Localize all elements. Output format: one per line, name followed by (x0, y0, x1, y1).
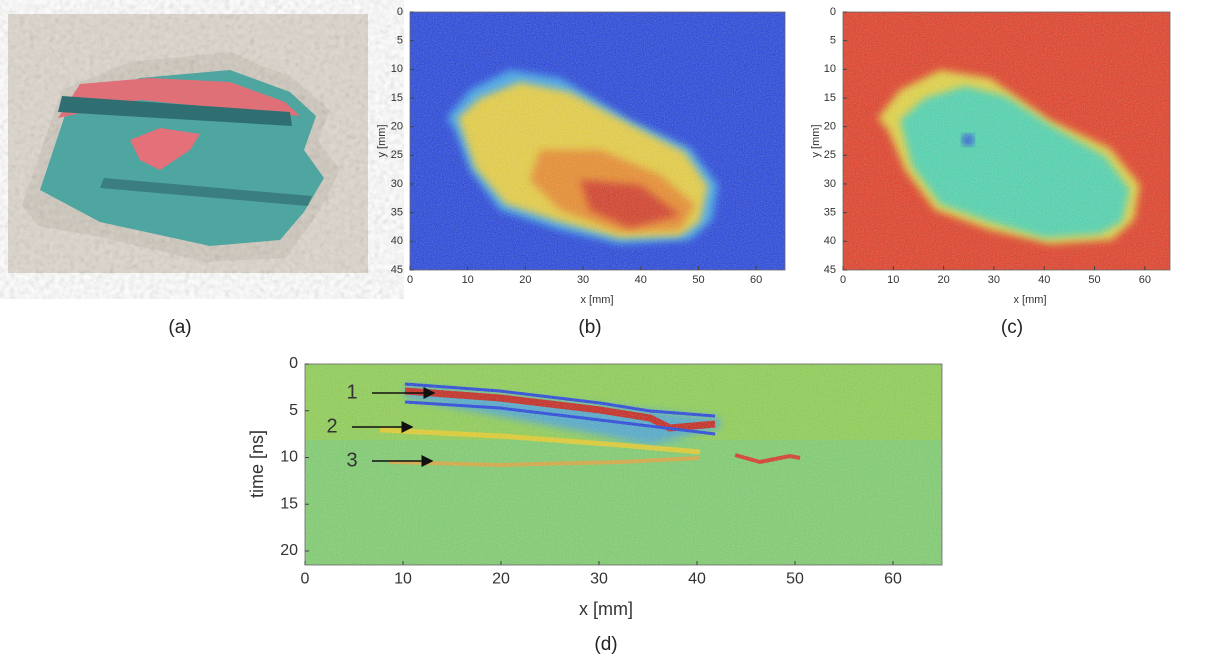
x-tick-label: 0 (301, 571, 310, 588)
x-tick-label: 30 (988, 274, 1000, 286)
y-tick-label: 35 (824, 207, 836, 219)
x-tick-label: 60 (884, 571, 902, 588)
y-tick-label: 10 (280, 449, 298, 466)
y-tick-label: 15 (280, 495, 298, 512)
photo (8, 14, 368, 273)
y-tick-label: 25 (824, 149, 836, 161)
panel-label: (b) (578, 317, 601, 338)
y-axis-label: y [mm] (810, 125, 822, 158)
panel-label: (d) (594, 634, 617, 655)
x-axis-label: x [mm] (579, 599, 633, 619)
plot-frame (304, 363, 943, 566)
y-tick-label: 5 (289, 402, 298, 419)
x-tick-label: 10 (462, 274, 474, 286)
x-axis-label: x [mm] (1014, 294, 1047, 306)
x-tick-label: 20 (937, 274, 949, 286)
y-tick-label: 0 (397, 6, 403, 18)
x-tick-label: 30 (577, 274, 589, 286)
y-tick-label: 15 (391, 92, 403, 104)
panel-label: (a) (168, 317, 191, 338)
y-tick-label: 10 (824, 63, 836, 75)
x-tick-label: 0 (407, 274, 413, 286)
x-tick-label: 40 (1038, 274, 1050, 286)
x-tick-label: 50 (1088, 274, 1100, 286)
x-tick-label: 20 (519, 274, 531, 286)
x-tick-label: 0 (840, 274, 846, 286)
y-axis-label: y [mm] (376, 125, 388, 158)
y-tick-label: 30 (824, 178, 836, 190)
plot-frame (409, 11, 786, 271)
y-tick-label: 0 (289, 355, 298, 372)
y-tick-label: 0 (830, 6, 836, 18)
plot-frame (842, 11, 1171, 271)
y-tick-label: 45 (824, 264, 836, 276)
y-tick-label: 30 (391, 178, 403, 190)
y-tick-label: 40 (391, 235, 403, 247)
arrow-label: 2 (326, 415, 337, 437)
y-tick-label: 20 (824, 121, 836, 133)
y-tick-label: 5 (397, 35, 403, 47)
arrows (352, 387, 436, 467)
heatmap (843, 12, 1170, 270)
x-tick-label: 10 (394, 571, 412, 588)
x-tick-label: 20 (492, 571, 510, 588)
x-tick-label: 60 (750, 274, 762, 286)
x-tick-label: 50 (692, 274, 704, 286)
x-tick-label: 60 (1139, 274, 1151, 286)
heatmap (410, 12, 785, 270)
y-tick-label: 25 (391, 149, 403, 161)
panel-label: (c) (1001, 317, 1023, 338)
b-scan (305, 364, 942, 565)
x-tick-label: 10 (887, 274, 899, 286)
y-tick-label: 45 (391, 264, 403, 276)
y-tick-label: 15 (824, 92, 836, 104)
y-tick-label: 40 (824, 235, 836, 247)
x-tick-label: 50 (786, 571, 804, 588)
y-axis-label: time [ns] (247, 430, 267, 498)
y-tick-label: 10 (391, 63, 403, 75)
y-tick-label: 20 (280, 542, 298, 559)
y-tick-label: 5 (830, 35, 836, 47)
x-tick-label: 40 (635, 274, 647, 286)
x-tick-label: 30 (590, 571, 608, 588)
y-tick-label: 20 (391, 121, 403, 133)
y-tick-label: 35 (391, 207, 403, 219)
x-axis-label: x [mm] (581, 294, 614, 306)
arrow-label: 1 (346, 381, 357, 403)
arrow-label: 3 (346, 449, 357, 471)
x-tick-label: 40 (688, 571, 706, 588)
